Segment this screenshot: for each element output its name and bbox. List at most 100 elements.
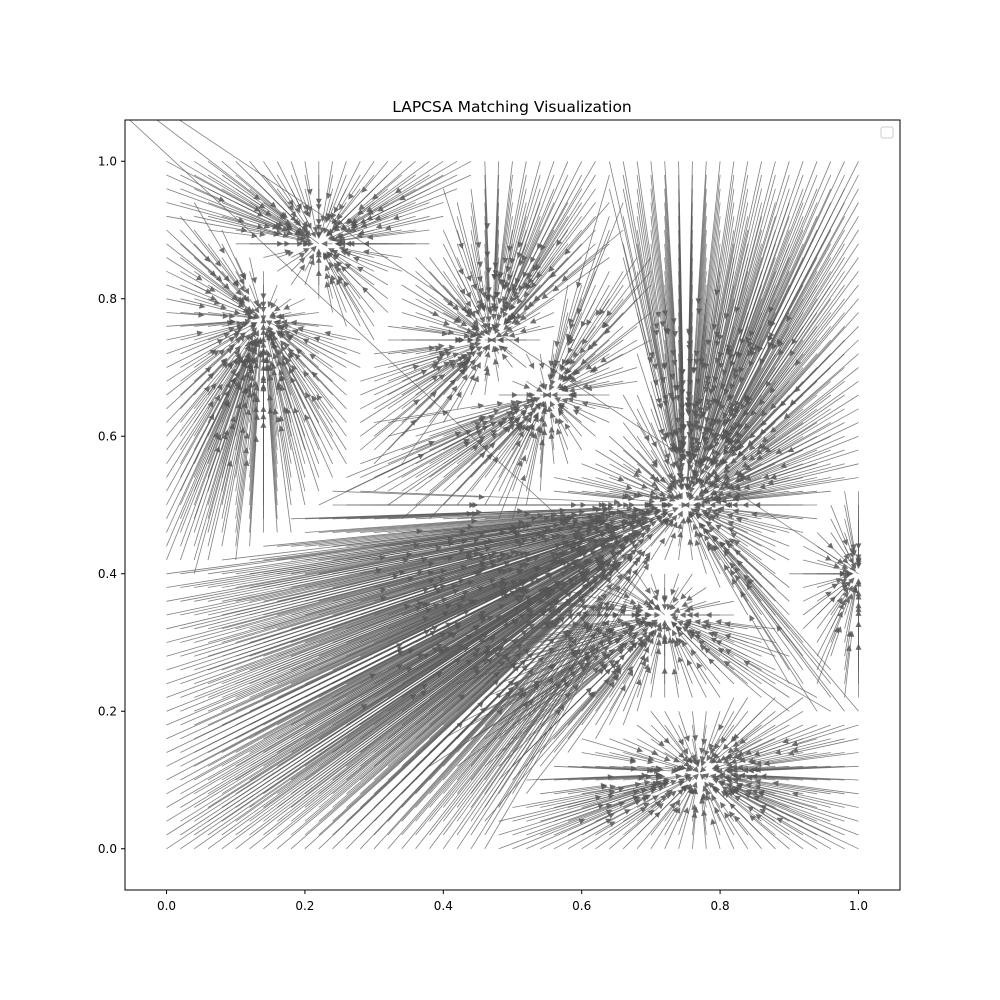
arrow-head	[278, 325, 285, 331]
arrow-shaft	[749, 584, 832, 685]
arrow-shaft	[553, 667, 618, 740]
arrow-shaft	[207, 649, 434, 781]
arrow-shaft	[526, 670, 595, 726]
arrow-head	[726, 344, 732, 352]
arrow-shaft	[415, 347, 450, 355]
arrow-shaft	[270, 413, 278, 506]
arrow-shaft	[340, 188, 361, 216]
arrow-shaft	[277, 253, 289, 258]
arrow-shaft	[332, 662, 484, 781]
arrow-shaft	[276, 215, 306, 236]
arrow-head	[477, 403, 485, 409]
arrow-head	[327, 252, 334, 259]
arrow-shaft	[470, 659, 586, 726]
arrow-shaft	[314, 400, 347, 451]
arrow-head	[724, 539, 732, 546]
arrow-head	[518, 284, 525, 292]
arrow-head	[688, 428, 695, 435]
arrow-shaft	[578, 325, 638, 372]
arrow-head	[650, 521, 657, 527]
arrow-head	[690, 754, 697, 761]
arrow-head	[228, 336, 236, 343]
arrow-shaft	[280, 374, 320, 492]
arrow-shaft	[705, 229, 804, 457]
arrow-shaft	[360, 665, 513, 808]
arrow-shaft	[456, 537, 576, 575]
arrow-head	[298, 257, 306, 264]
arrow-head	[490, 295, 497, 302]
arrow-shaft	[364, 161, 389, 189]
arrow-shaft	[595, 634, 651, 712]
arrow-head	[761, 436, 769, 443]
arrow-head	[243, 295, 250, 303]
arrow-shaft	[290, 647, 459, 753]
arrow-shaft	[670, 642, 679, 684]
arrow-shaft	[498, 429, 533, 506]
arrow-shaft	[623, 776, 660, 781]
arrow-shaft	[581, 619, 636, 630]
arrow-shaft	[415, 559, 596, 671]
arrow-shaft	[263, 174, 305, 226]
arrow-shaft	[678, 738, 686, 750]
arrow-head	[477, 261, 483, 268]
arrow-shaft	[726, 216, 749, 314]
arrow-head	[705, 612, 712, 618]
arrow-shaft	[772, 312, 832, 389]
arrow-head	[299, 264, 305, 271]
arrow-shaft	[512, 541, 594, 575]
arrow-head	[689, 510, 696, 518]
arrow-head	[694, 447, 701, 455]
arrow-head	[712, 775, 720, 782]
arrow-shaft	[304, 618, 489, 726]
arrow-head	[485, 287, 492, 294]
arrow-shaft	[275, 348, 320, 451]
arrow-shaft	[650, 174, 666, 311]
arrow-head	[697, 398, 704, 405]
arrow-shaft	[734, 792, 762, 808]
arrow-head	[286, 335, 293, 342]
arrow-head	[252, 380, 259, 388]
arrow-head	[686, 421, 692, 428]
arrow-shaft	[741, 785, 818, 808]
arrow-shaft	[594, 339, 652, 371]
arrow-shaft	[235, 555, 502, 630]
arrow-shaft	[760, 786, 790, 795]
arrow-shaft	[263, 161, 291, 202]
arrow-head	[496, 708, 503, 716]
arrow-head	[667, 502, 674, 508]
arrow-head	[703, 426, 709, 434]
arrow-shaft	[748, 229, 790, 338]
arrow-shaft	[313, 356, 347, 382]
arrow-shaft	[609, 788, 659, 808]
arrow-shaft	[235, 414, 249, 492]
arrow-shaft	[350, 174, 472, 230]
arrow-head	[654, 612, 661, 618]
arrow-shaft	[249, 401, 258, 506]
arrow-shaft	[605, 284, 638, 324]
arrow-shaft	[415, 428, 484, 465]
arrow-shaft	[221, 345, 255, 437]
arrow-shaft	[526, 623, 573, 630]
arrow-shaft	[830, 602, 848, 643]
arrow-head	[511, 283, 518, 290]
arrow-shaft	[636, 463, 652, 477]
arrow-head	[726, 513, 734, 519]
arrow-head	[343, 280, 350, 288]
arrow-head	[721, 790, 728, 797]
arrow-head	[258, 202, 266, 209]
arrow-shaft	[554, 312, 569, 364]
arrow-shaft	[484, 312, 488, 324]
arrow-shaft	[584, 284, 624, 341]
arrow-shaft	[609, 161, 653, 353]
arrow-shaft	[166, 352, 221, 396]
arrow-head	[303, 370, 310, 378]
arrow-shaft	[207, 408, 240, 519]
arrow-shaft	[166, 327, 239, 355]
arrow-head	[692, 410, 698, 417]
arrow-head	[497, 337, 504, 343]
arrow-shaft	[275, 340, 292, 368]
arrow-shaft	[470, 569, 602, 671]
arrow-shaft	[360, 363, 435, 396]
arrow-head	[740, 591, 747, 598]
arrow-shaft	[553, 667, 604, 712]
